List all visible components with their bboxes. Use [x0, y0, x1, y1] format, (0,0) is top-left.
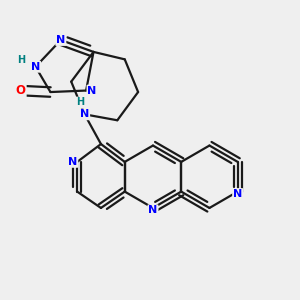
Text: N: N — [233, 189, 242, 199]
Text: N: N — [80, 109, 89, 119]
Text: H: H — [76, 98, 84, 107]
Text: N: N — [56, 35, 65, 45]
Text: H: H — [17, 55, 26, 65]
Text: N: N — [31, 62, 40, 72]
Text: O: O — [16, 84, 26, 97]
Text: N: N — [148, 205, 158, 215]
Text: N: N — [87, 85, 97, 96]
Text: N: N — [68, 157, 77, 167]
